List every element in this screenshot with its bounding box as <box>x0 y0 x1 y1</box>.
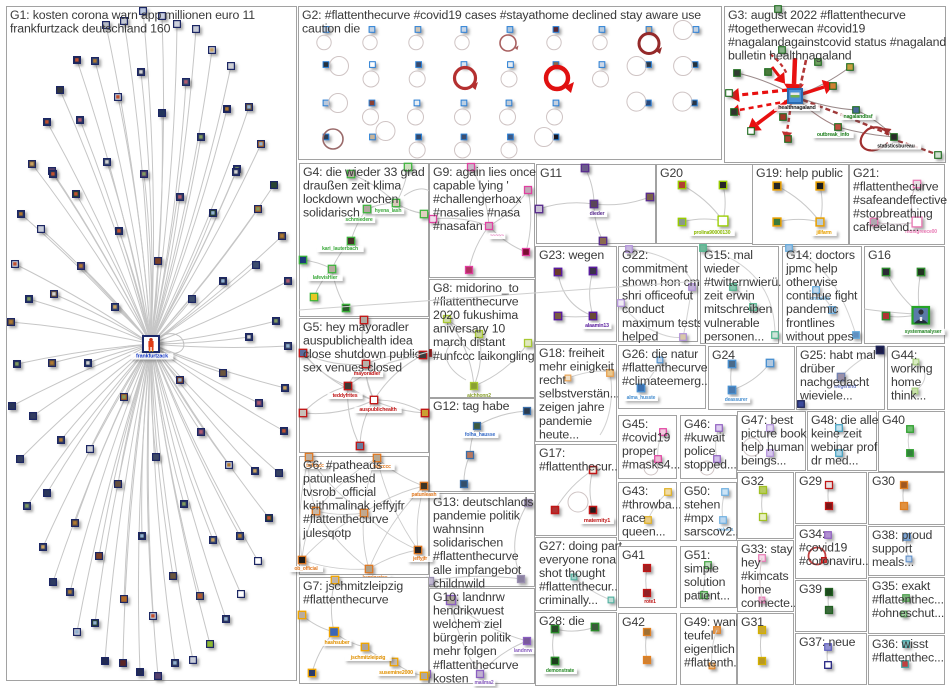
svg-text:G23: wegen: G23: wegen <box>539 248 604 262</box>
svg-text:jschmitzleipzig: jschmitzleipzig <box>350 655 386 661</box>
svg-text:G31: G31 <box>741 615 764 629</box>
svg-text:tsjfcccc: tsjfcccc <box>306 463 324 469</box>
svg-text:systemanalyser: systemanalyser <box>905 329 942 335</box>
svg-text:G16: G16 <box>868 248 891 262</box>
svg-text:tsjfcccc: tsjfcccc <box>373 464 391 470</box>
svg-text:teddyfrites: teddyfrites <box>333 393 358 399</box>
svg-text:outbreak_info: outbreak_info <box>817 132 849 138</box>
svg-text:prolina90000130: prolina90000130 <box>694 230 731 236</box>
svg-text:stehen1: stehen1 <box>716 527 734 533</box>
svg-text:lafevisHier: lafevisHier <box>313 275 338 281</box>
svg-text:G36: wisst#flattenthec...: G36: wisst #flattenthec... <box>872 637 944 665</box>
svg-text:auspublichealth: auspublichealth <box>359 407 396 413</box>
svg-text:drmalika: drmalika <box>810 296 830 302</box>
svg-text:frankfurtzack: frankfurtzack <box>136 354 168 360</box>
svg-text:aichhonn2: aichhonn2 <box>467 393 491 399</box>
svg-text:G26: die natur#flattenthecurve: G26: die natur #flattenthecurve #climateem… <box>622 347 711 388</box>
svg-text:G30: G30 <box>872 474 895 488</box>
svg-text:wegerlind: wegerlind <box>833 384 856 390</box>
svg-text:landnrw: landnrw <box>514 648 532 654</box>
svg-text:G12: tag habe: G12: tag habe <box>433 399 510 413</box>
svg-text:G3: august 2022 #flattenthecur: G3: august 2022 #flattenthecurve #togethe… <box>728 8 946 63</box>
svg-text:folha_hausse: folha_hausse <box>465 432 496 438</box>
svg-text:G11: G11 <box>540 166 562 180</box>
svg-text:G37: neue: G37: neue <box>799 635 856 649</box>
svg-text:deassurer: deassurer <box>725 397 748 403</box>
svg-text:demonstrate: demonstrate <box>546 668 575 674</box>
svg-text:alaamin13: alaamin13 <box>585 323 609 329</box>
svg-text:hashsuber: hashsuber <box>325 640 350 646</box>
svg-text:G29: G29 <box>799 474 822 488</box>
svg-text:G28: die: G28: die <box>539 614 585 628</box>
svg-text:susemine2000: susemine2000 <box>379 670 413 676</box>
svg-text:G8: midorino_to#flattenthecurv: G8: midorino_to #flattenthecurve 2020 fuku… <box>433 281 535 363</box>
svg-text:G21:#flattenthecurve#safeandef: G21: #flattenthecurve #safeandeffective #st… <box>853 166 947 234</box>
svg-text:G42: G42 <box>622 615 645 629</box>
svg-text:G41: G41 <box>622 548 645 562</box>
svg-text:G24: G24 <box>712 348 735 362</box>
svg-text:G1: kosten corona warn app mil: G1: kosten corona warn app millionen eur… <box>10 8 255 36</box>
svg-text:G7: jschmitzleipzig#flattenthe: G7: jschmitzleipzig #flattenthecurve <box>303 579 403 607</box>
svg-text:statisticsbureau: statisticsbureau <box>877 144 914 150</box>
svg-text:alma_husste: alma_husste <box>627 395 656 401</box>
svg-text:G34:#covid19#coronaviru...: G34: #covid19 #coronaviru... <box>799 527 872 568</box>
svg-text:maternity1: maternity1 <box>584 518 610 524</box>
svg-text:mustgreece00: mustgreece00 <box>905 229 937 235</box>
svg-text:jillfarm: jillfarm <box>815 230 832 236</box>
svg-text:G40: G40 <box>882 413 905 427</box>
svg-text:hyena_lash: hyena_lash <box>375 208 402 214</box>
svg-text:mailma2: mailma2 <box>475 680 494 686</box>
svg-text:~~~~~: ~~~~~ <box>490 233 504 239</box>
svg-text:G35: exakt#flattenthec...#ohne: G35: exakt #flattenthec... #ohneschut... <box>872 579 944 620</box>
svg-text:rote1: rote1 <box>644 599 656 605</box>
svg-text:schmiedere: schmiedere <box>345 217 373 223</box>
svg-text:G2: #flattenthecurve #covid19: G2: #flattenthecurve #covid19 cases #sta… <box>302 8 701 36</box>
svg-text:kari_lauterbach: kari_lauterbach <box>322 246 358 252</box>
svg-text:G17:#flattenthecur...: G17: #flattenthecur... <box>539 446 621 474</box>
svg-text:healthnagaland: healthnagaland <box>778 105 815 111</box>
svg-text:ob_official: ob_official <box>294 566 318 572</box>
svg-text:G20: G20 <box>660 166 683 180</box>
svg-text:nagalandbsf: nagalandbsf <box>844 114 873 120</box>
svg-text:G32: G32 <box>741 474 764 488</box>
svg-text:patunleash: patunleash <box>412 492 437 498</box>
svg-text:dieder: dieder <box>590 211 605 217</box>
svg-text:G19: help public: G19: help public <box>756 166 843 180</box>
svg-text:mayoradler: mayoradler <box>354 371 381 377</box>
svg-text:G39: G39 <box>799 582 822 596</box>
svg-text:jeffyjfr: jeffyjfr <box>412 556 427 562</box>
